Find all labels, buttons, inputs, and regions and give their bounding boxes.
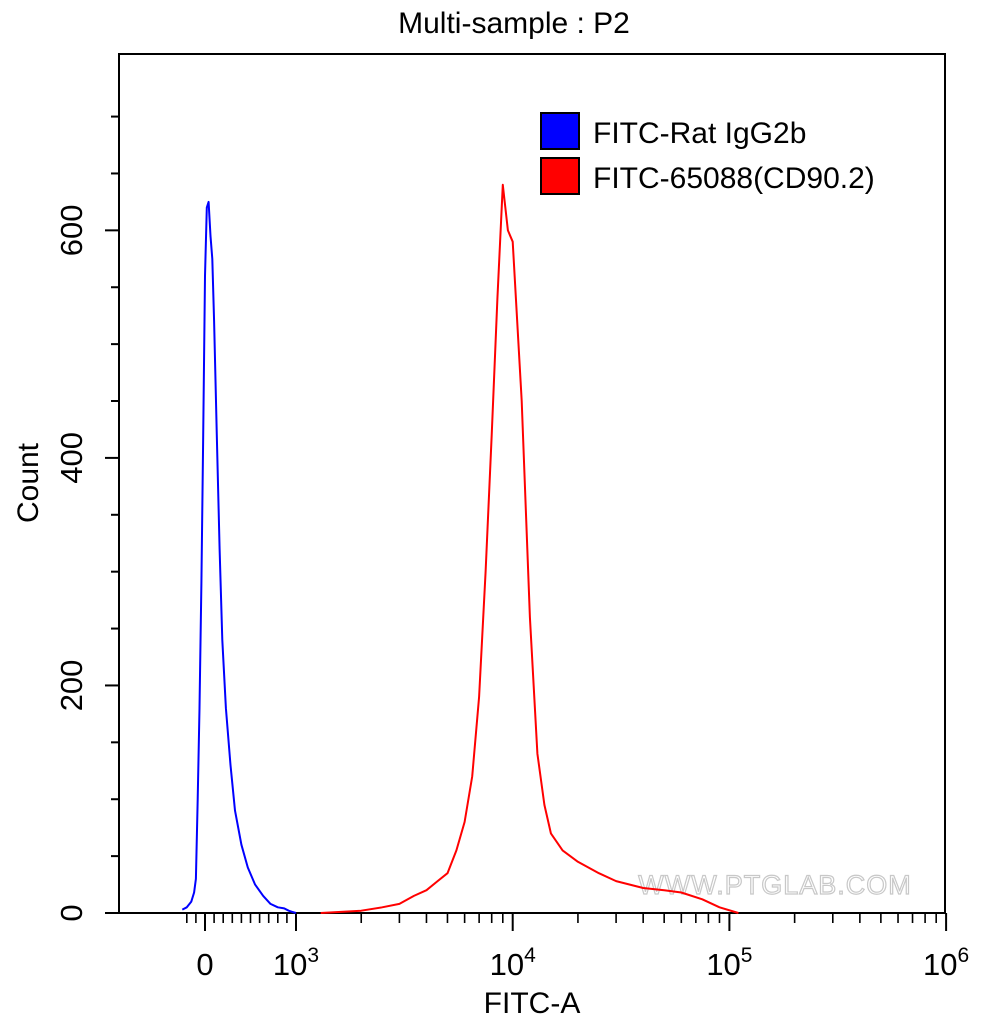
chart-title: Multi-sample : P2 (398, 7, 630, 40)
plot-frame (118, 53, 946, 914)
x-tick-base: 10 (490, 947, 524, 982)
series-line-1 (181, 200, 297, 914)
legend-swatch (540, 112, 580, 150)
watermark: WWW.PTGLAB.COM (638, 870, 912, 900)
x-tick-base: 10 (273, 947, 307, 982)
x-axis-title: FITC-A (484, 987, 581, 1020)
y-tick-label: 0 (54, 904, 89, 921)
x-axis: 0 103 104 105 106 (186, 913, 969, 982)
legend-swatch (540, 157, 580, 195)
legend-label: FITC-Rat IgG2b (593, 117, 806, 150)
x-tick-label: 105 (706, 944, 752, 982)
series-line-2 (320, 183, 739, 914)
x-tick-label: 0 (196, 947, 213, 982)
x-tick-exponent: 3 (307, 944, 319, 967)
x-tick-exponent: 4 (524, 944, 536, 967)
y-axis-title: Count (12, 442, 45, 523)
y-tick-label: 200 (54, 660, 89, 712)
x-tick-label: 106 (923, 944, 969, 982)
legend-label: FITC-65088(CD90.2) (593, 162, 875, 195)
y-axis: 0 200 400 600 (54, 115, 119, 922)
x-tick-label: 104 (490, 944, 536, 982)
y-tick-label: 600 (54, 204, 89, 256)
legend: FITC-Rat IgG2b FITC-65088(CD90.2) (540, 112, 875, 195)
series-layer (181, 183, 739, 914)
x-tick-base: 10 (923, 947, 957, 982)
x-tick-base: 0 (196, 947, 213, 982)
y-tick-label: 400 (54, 432, 89, 484)
x-tick-exponent: 6 (957, 944, 969, 967)
x-tick-label: 103 (273, 944, 319, 982)
x-tick-base: 10 (706, 947, 740, 982)
x-tick-exponent: 5 (741, 944, 753, 967)
